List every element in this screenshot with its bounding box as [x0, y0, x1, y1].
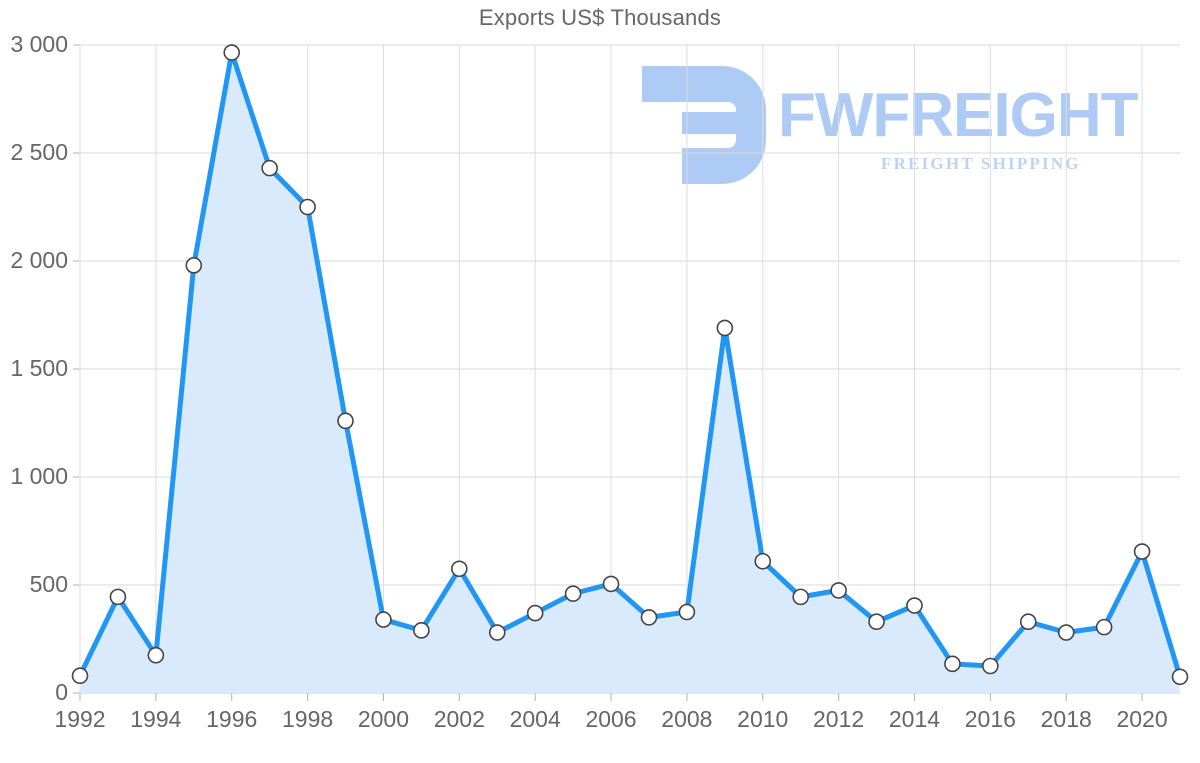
x-axis-tick-label: 1996 [206, 706, 258, 732]
data-point-marker[interactable] [185, 257, 203, 274]
data-point-marker[interactable] [944, 655, 961, 673]
x-axis-tick-label: 2008 [661, 706, 713, 732]
data-point-marker[interactable] [754, 552, 772, 570]
x-axis-tick-label: 2002 [433, 706, 485, 732]
y-axis-tick-label: 500 [29, 571, 68, 597]
data-point-marker[interactable] [147, 646, 165, 664]
x-axis-tick-label: 1992 [54, 706, 106, 732]
data-line [77, 50, 1183, 680]
data-point-marker[interactable] [1019, 613, 1037, 631]
data-point-marker[interactable] [868, 613, 885, 631]
data-point-marker[interactable] [526, 604, 544, 622]
y-axis-tick-label: 2 000 [10, 247, 68, 273]
data-point-marker[interactable] [488, 624, 506, 641]
y-axis-tick-label: 2 500 [10, 139, 68, 165]
x-axis-tick-label: 1994 [130, 706, 182, 732]
y-axis-tick-label: 1 500 [10, 355, 68, 381]
data-point-marker[interactable] [71, 667, 89, 685]
data-point-marker[interactable] [451, 560, 468, 578]
data-point-marker[interactable] [261, 159, 278, 177]
data-point-marker[interactable] [640, 609, 658, 626]
data-point-marker[interactable] [1095, 618, 1113, 636]
x-axis-tick-label: 1998 [281, 706, 334, 732]
data-point-marker[interactable] [1133, 543, 1151, 560]
data-point-marker[interactable] [375, 611, 392, 628]
data-point-marker[interactable] [982, 657, 999, 675]
data-point-marker[interactable] [906, 597, 923, 614]
data-point-marker[interactable] [109, 588, 127, 606]
x-axis-tick-label: 2016 [964, 706, 1016, 732]
data-point-marker[interactable] [337, 412, 354, 430]
data-point-marker[interactable] [602, 575, 620, 593]
x-axis-tick-label: 2012 [813, 706, 865, 732]
chart-title: Exports US$ Thousands [478, 5, 722, 30]
y-axis-tick-label: 3 000 [10, 31, 68, 57]
data-point-marker[interactable] [413, 622, 430, 639]
y-axis-tick-label: 1 000 [10, 463, 68, 489]
data-point-marker[interactable] [564, 585, 582, 602]
data-point-marker[interactable] [1171, 668, 1189, 686]
y-axis-tick-label: 0 [55, 679, 68, 705]
data-point-marker[interactable] [1057, 624, 1075, 641]
x-axis-tick-label: 2014 [888, 706, 941, 732]
x-axis-tick-label: 2006 [585, 706, 637, 732]
x-axis-tick-label: 2020 [1116, 706, 1168, 732]
area-fill [80, 52, 1180, 694]
x-axis-tick-label: 2004 [509, 706, 561, 732]
x-axis-tick-label: 2018 [1040, 706, 1092, 732]
data-point-marker[interactable] [792, 588, 809, 606]
data-point-marker[interactable] [223, 44, 241, 61]
x-axis-tick-label: 2010 [737, 706, 789, 732]
data-point-marker[interactable] [716, 319, 734, 337]
x-axis-tick-label: 2000 [357, 706, 410, 732]
data-point-marker[interactable] [830, 582, 847, 599]
data-point-marker[interactable] [678, 603, 696, 621]
data-point-marker[interactable] [299, 198, 316, 216]
